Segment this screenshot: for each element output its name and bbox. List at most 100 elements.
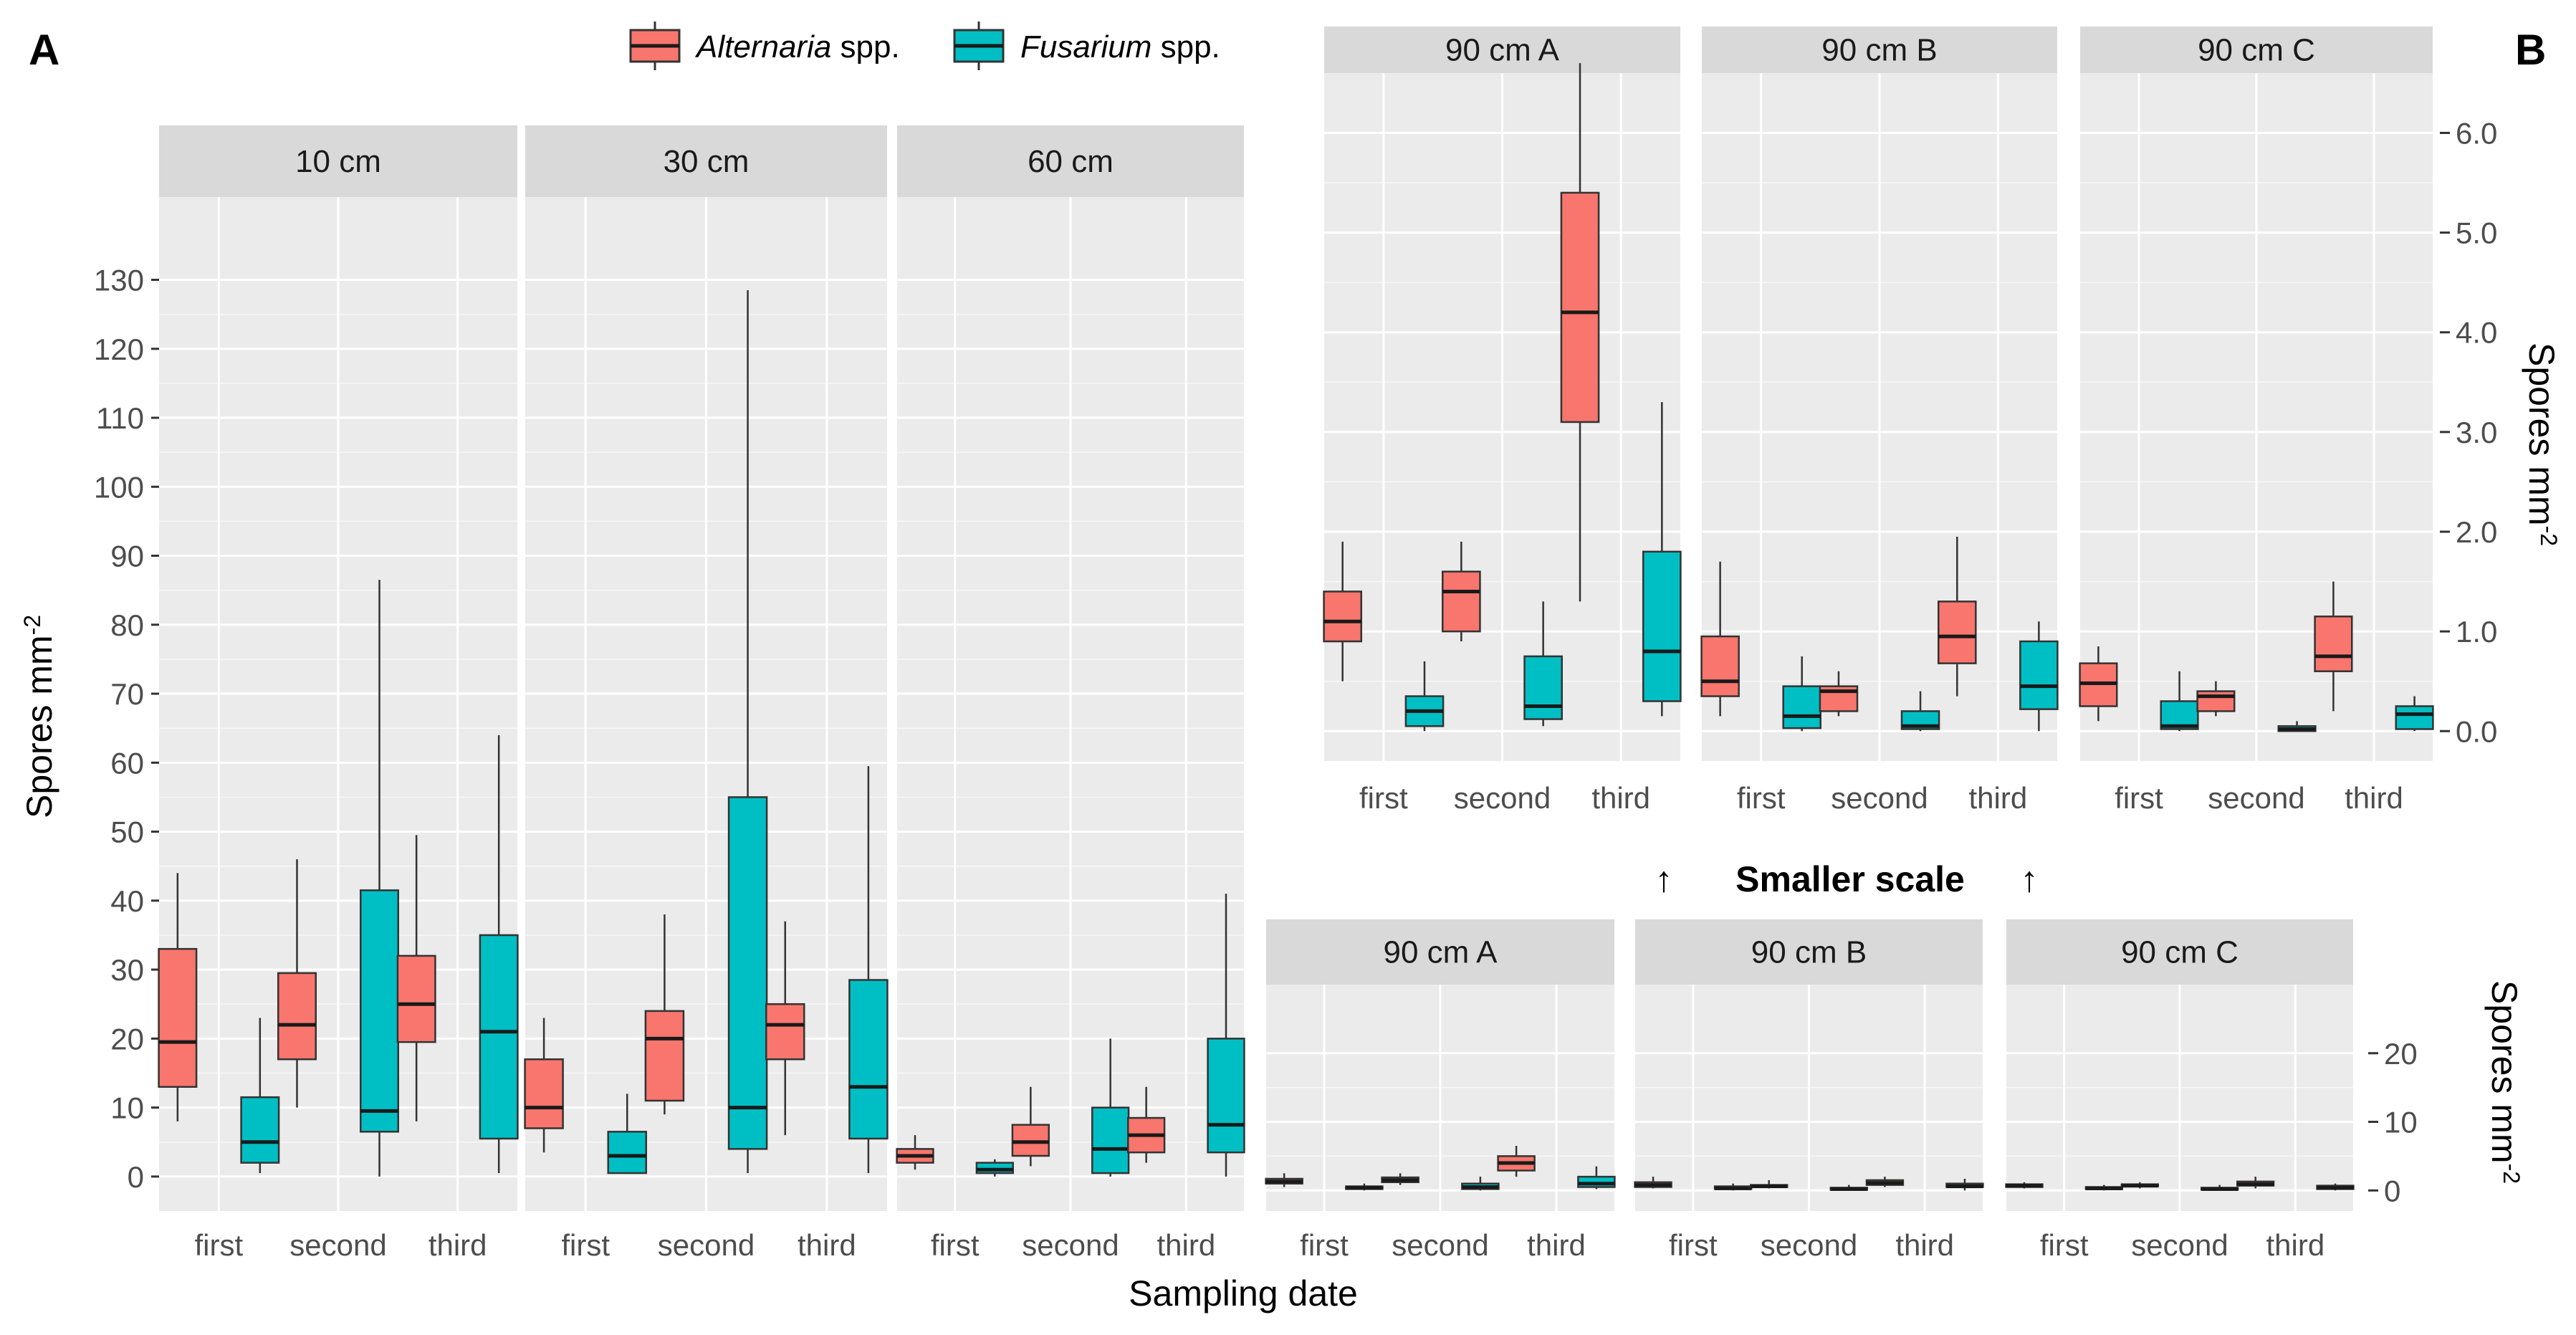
box-fusarium-B-small-2-second	[2277, 721, 2317, 732]
facet-strip-label-A-2: 60 cm	[1028, 144, 1114, 179]
box-alternaria-B-large-2-third	[2236, 1177, 2275, 1189]
box-alternaria-A-1-first	[524, 1018, 564, 1153]
box-body	[240, 1096, 280, 1164]
box-body	[2395, 705, 2434, 730]
y-tick-label-A-7: 70	[110, 677, 144, 711]
y-axis-title-a-sup: -2	[19, 615, 45, 635]
y-tick-label-B-small-3: 3.0	[2456, 416, 2497, 449]
box-body	[1323, 590, 1363, 643]
box-alternaria-B-large-1-second	[1750, 1180, 1789, 1189]
box-alternaria-B-small-2-second	[2196, 681, 2236, 717]
box-alternaria-A-2-second	[1011, 1086, 1050, 1167]
box-body	[277, 972, 317, 1061]
facet-strip-label-B-large-0: 90 cm A	[1384, 935, 1498, 970]
y-tick-label-A-1: 10	[110, 1091, 144, 1125]
legend-italic-fusarium: Fusarium	[1020, 29, 1151, 64]
x-tick-label-B-small-1-0: first	[1737, 781, 1786, 815]
y-tick-label-B-large-0: 0	[2384, 1174, 2400, 1207]
box-body	[765, 1003, 805, 1061]
x-tick-label-B-small-0-2: third	[1591, 781, 1650, 815]
x-tick-label-A-2-1: second	[1022, 1228, 1119, 1262]
facet-B-small-0: 90 cm A first second third	[1323, 27, 1682, 815]
box-fusarium-A-0-second	[360, 580, 399, 1177]
facet-strip-B-large-1	[1635, 919, 1983, 985]
y-tick-label-A-11: 110	[96, 401, 144, 435]
y-tick-label-A-6: 60	[110, 746, 144, 780]
legend-item-alternaria: Alternaria spp.	[629, 21, 900, 70]
box-alternaria-B-small-0-second	[1442, 541, 1481, 642]
y-tick-label-B-large-2: 20	[2384, 1037, 2418, 1071]
x-tick-label-B-small-2-2: third	[2345, 781, 2403, 815]
facet-strip-B-small-2	[2080, 27, 2433, 73]
facet-strip-B-small-1	[1702, 27, 2057, 73]
y-tick-label-A-2: 20	[110, 1022, 144, 1056]
box-body	[1642, 550, 1682, 702]
facet-strip-label-A-0: 10 cm	[295, 144, 381, 179]
y-tick-label-B-large-1: 10	[2384, 1106, 2418, 1139]
box-body	[2314, 616, 2353, 673]
x-tick-label-A-1-0: first	[561, 1228, 610, 1262]
legend-item-fusarium: Fusarium spp.	[953, 21, 1220, 70]
box-body	[1560, 191, 1600, 424]
facet-B-large-1: 90 cm B first second third	[1634, 919, 1984, 1262]
y-axis-title-b-small-base: Spores mm	[2522, 343, 2562, 526]
box-body	[396, 954, 436, 1043]
box-body	[479, 934, 519, 1140]
facet-strip-label-B-small-2: 90 cm C	[2198, 33, 2315, 68]
box-alternaria-B-small-1-first	[1700, 561, 1740, 717]
box-alternaria-A-0-third	[396, 835, 436, 1121]
box-alternaria-A-1-second	[644, 914, 685, 1115]
box-fusarium-A-1-third	[848, 766, 889, 1174]
x-tick-label-A-1-2: third	[798, 1228, 856, 1262]
panel-label-b: B	[2515, 26, 2546, 74]
x-axis-title: Sampling date	[1129, 1273, 1358, 1314]
box-alternaria-A-0-second	[277, 859, 317, 1108]
box-fusarium-B-small-0-second	[1523, 601, 1563, 727]
facet-strip-B-large-2	[2006, 919, 2353, 985]
facet-strip-label-A-1: 30 cm	[664, 144, 750, 179]
y-tick-label-A-9: 90	[110, 540, 144, 573]
facet-strip-A-1	[525, 125, 887, 197]
y-tick-label-A-10: 100	[94, 470, 144, 504]
facet-strip-A-0	[159, 125, 517, 197]
facet-B-large-0: 90 cm A first second third	[1265, 919, 1616, 1262]
x-tick-label-B-large-2-0: first	[2040, 1228, 2089, 1262]
legend-label-alternaria: Alternaria spp.	[694, 29, 900, 64]
x-tick-label-B-large-0-1: second	[1392, 1228, 1488, 1262]
box-fusarium-B-small-1-second	[1900, 691, 1940, 732]
facet-B-small-2: 90 cm C first second third	[2079, 27, 2434, 815]
facet-B-small-1: 90 cm B first second third	[1700, 27, 2059, 815]
box-fusarium-B-large-0-first	[1345, 1183, 1384, 1191]
legend-italic-alternaria: Alternaria	[694, 29, 831, 64]
box-alternaria-A-2-third	[1127, 1086, 1166, 1163]
box-alternaria-B-small-1-second	[1819, 671, 1859, 717]
box-alternaria-A-1-third	[765, 921, 805, 1136]
y-axis-title-b-small-sup: -2	[2536, 526, 2562, 546]
y-axis-title-b-large-sup: -2	[2499, 1164, 2524, 1184]
box-fusarium-A-0-first	[240, 1018, 280, 1174]
box-fusarium-A-1-second	[727, 290, 768, 1174]
facet-strip-label-B-large-2: 90 cm C	[2121, 935, 2239, 970]
y-tick-label-B-small-6: 6.0	[2456, 116, 2497, 150]
y-tick-label-B-small-5: 5.0	[2456, 216, 2497, 250]
x-tick-label-A-2-2: third	[1157, 1228, 1215, 1262]
legend: Alternaria spp. Fusarium spp.	[629, 21, 1220, 70]
y-tick-label-A-5: 50	[110, 815, 144, 849]
box-fusarium-B-small-2-first	[2160, 671, 2199, 732]
facet-A-2: 60 cm first second third	[896, 125, 1245, 1262]
y-tick-label-B-small-1: 1.0	[2456, 615, 2497, 649]
x-tick-label-B-small-2-1: second	[2208, 781, 2304, 815]
x-tick-label-B-small-1-1: second	[1831, 781, 1928, 815]
y-axis-title-a-base: Spores mm	[19, 635, 59, 818]
facet-strip-B-small-0	[1324, 27, 1680, 73]
y-tick-label-A-4: 40	[110, 884, 144, 918]
x-tick-label-A-2-0: first	[931, 1228, 980, 1262]
box-fusarium-B-large-0-second	[1461, 1177, 1500, 1191]
y-tick-label-A-8: 80	[110, 608, 144, 642]
box-body	[1207, 1038, 1245, 1154]
box-alternaria-B-large-2-first	[2005, 1182, 2044, 1189]
y-tick-label-A-13: 130	[94, 264, 144, 297]
facet-strip-label-B-small-0: 90 cm A	[1445, 33, 1560, 68]
